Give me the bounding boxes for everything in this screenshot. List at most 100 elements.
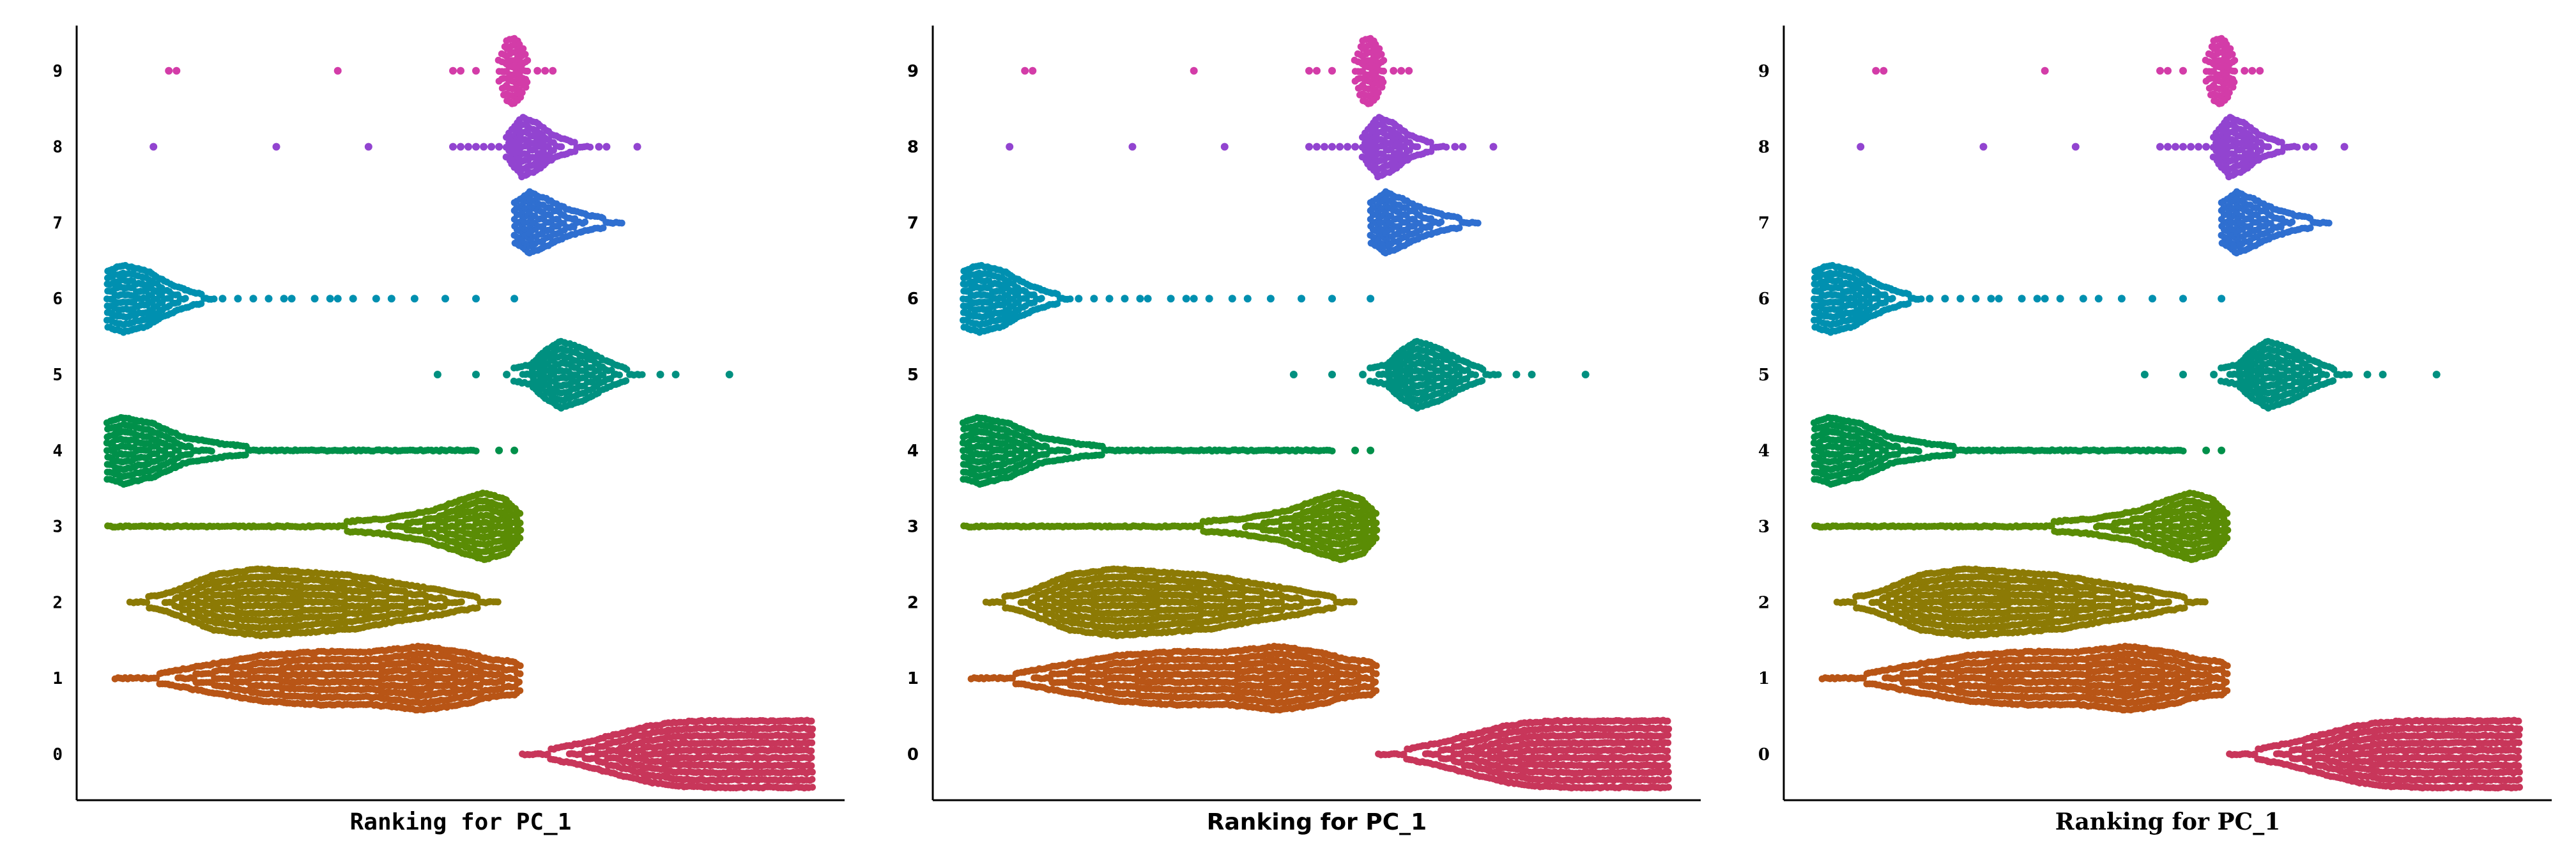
outlier-point [364,143,372,151]
cluster-2 [126,565,502,640]
point [622,377,630,385]
outlier-point [264,295,273,303]
outlier-point [656,371,664,378]
outlier-point [671,371,680,378]
cluster-1 [111,642,524,714]
point [210,295,218,303]
y-tick-label: 5 [52,366,63,385]
outlier-point [372,295,380,303]
point [516,678,523,686]
cluster-0 [519,716,816,792]
outlier-point [387,295,395,303]
outlier-point [464,143,472,151]
point [516,519,524,527]
point [808,776,816,783]
outlier-point [310,295,319,303]
y-tick-label: 3 [52,518,63,537]
point [809,784,816,791]
outlier-point [472,371,480,378]
outlier-point [510,295,519,303]
outlier-point [533,66,542,75]
outlier-point [503,371,511,378]
outlier-point [480,143,488,151]
point [808,731,816,739]
point [516,662,524,669]
outlier-point [725,371,733,378]
outlier-point [633,143,641,151]
point [809,725,816,732]
point [524,57,532,64]
outlier-point [150,143,158,151]
outlier-point [602,143,611,151]
outlier-point [487,143,496,151]
outlier-point [334,66,342,75]
cluster-4 [103,414,519,488]
cluster-5 [433,337,733,412]
cluster-6 [103,261,519,336]
outlier-point [410,295,418,303]
outlier-point [234,295,242,303]
outlier-point [472,143,480,151]
point [181,295,189,302]
outlier-point [495,143,503,151]
outlier-point [457,66,464,75]
cluster-7 [510,188,625,257]
point [524,67,532,75]
y-tick-label: 5 [907,366,919,385]
x-axis-label: Ranking for PC_1 [350,809,572,835]
cluster-0 [1375,716,1673,792]
outlier-point [457,143,464,151]
point [809,768,816,776]
outlier-point [472,295,480,303]
point [808,717,815,725]
point [618,219,625,227]
y-tick-label: 7 [52,213,63,233]
outlier-point [595,143,603,151]
point [516,534,524,542]
outlier-point [218,295,227,303]
point [638,371,646,378]
outlier-point [441,295,449,303]
outlier-point [326,295,334,303]
outlier-point [349,295,357,303]
point [458,598,465,606]
y-tick-label: 8 [52,138,63,157]
outlier-point [172,66,181,75]
y-tick-label: 2 [52,593,63,612]
outlier-point [249,295,257,303]
y-tick-label: 0 [52,745,63,764]
point [558,143,565,151]
y-tick-label: 4 [52,442,63,461]
point [523,78,531,86]
point [581,218,589,226]
point [808,754,815,761]
cluster-9 [165,35,557,107]
point [516,670,524,677]
y-tick-label: 1 [907,669,919,688]
point [494,598,502,606]
point [208,447,215,455]
cluster-8 [150,114,641,181]
outlier-point [510,446,519,454]
point [516,687,524,694]
outlier-point [472,66,480,75]
y-tick-label: 4 [907,442,919,461]
outlier-point [165,66,173,75]
outlier-point [541,66,549,75]
x-axis-label: Ranking for PC_1 [1207,809,1427,835]
outlier-point [549,66,557,75]
y-tick-label: 9 [52,62,63,81]
y-tick-label: 1 [52,669,63,688]
point [586,143,594,151]
point [516,509,524,517]
point [517,527,525,534]
outlier-point [272,143,280,151]
y-tick-label: 2 [907,593,919,612]
y-tick-label: 6 [52,290,63,309]
outlier-point [449,143,457,151]
outlier-point [449,66,457,75]
cluster-3 [104,490,525,563]
